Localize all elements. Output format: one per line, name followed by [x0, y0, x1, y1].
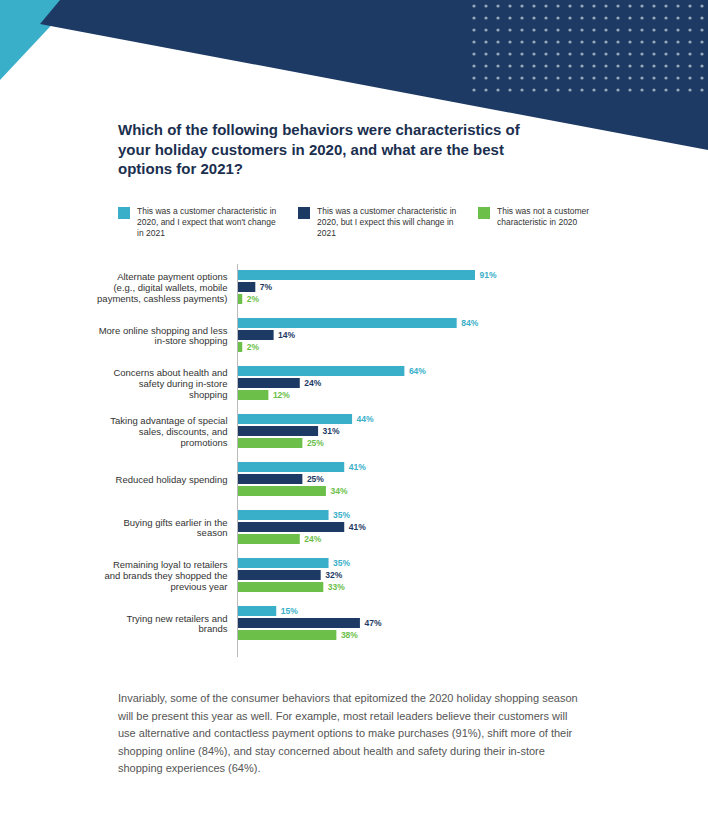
svg-text:Taking advantage of specialsal: Taking advantage of specialsales, discou…	[110, 415, 227, 448]
svg-text:41%: 41%	[349, 522, 366, 532]
svg-text:7%: 7%	[260, 282, 273, 292]
svg-text:25%: 25%	[307, 438, 324, 448]
svg-text:35%: 35%	[333, 558, 350, 568]
svg-text:Concerns about health andsafet: Concerns about health andsafety during i…	[113, 367, 227, 400]
svg-text:24%: 24%	[304, 378, 321, 388]
html-text:This was a customer characteri: This was a customer characteristic in 20…	[137, 206, 277, 239]
svg-text:Remaining loyal to retailersan: Remaining loyal to retailersand brands t…	[104, 559, 227, 592]
svg-text:Trying new retailers andbrands: Trying new retailers andbrands	[126, 613, 227, 635]
svg-text:Reduced holiday spending: Reduced holiday spending	[116, 474, 228, 485]
svg-text:24%: 24%	[304, 534, 321, 544]
svg-text:More online shopping and lessi: More online shopping and lessin-store sh…	[99, 325, 228, 347]
html-text:Invariably, some of the consum: Invariably, some of the consumer behavio…	[118, 692, 578, 775]
html-text:Which of the following behavio: Which of the following behaviors were ch…	[118, 121, 520, 177]
svg-text:15%: 15%	[281, 606, 298, 616]
svg-text:2%: 2%	[247, 342, 260, 352]
svg-text:38%: 38%	[341, 630, 358, 640]
svg-text:91%: 91%	[480, 270, 497, 280]
svg-text:2%: 2%	[247, 294, 260, 304]
svg-text:33%: 33%	[328, 582, 345, 592]
svg-text:12%: 12%	[273, 390, 290, 400]
svg-text:41%: 41%	[349, 462, 366, 472]
svg-text:64%: 64%	[409, 366, 426, 376]
svg-text:25%: 25%	[307, 474, 324, 484]
svg-text:31%: 31%	[323, 426, 340, 436]
html-text:This was not a customer charac: This was not a customer characteristic i…	[497, 206, 590, 227]
svg-text:34%: 34%	[330, 486, 347, 496]
svg-text:84%: 84%	[461, 318, 478, 328]
svg-text:14%: 14%	[278, 330, 295, 340]
svg-text:44%: 44%	[357, 414, 374, 424]
svg-text:32%: 32%	[325, 570, 342, 580]
svg-text:35%: 35%	[333, 510, 350, 520]
svg-text:Buying gifts earlier in thesea: Buying gifts earlier in theseason	[123, 517, 227, 539]
svg-text:Alternate payment options(e.g.: Alternate payment options(e.g., digital …	[97, 271, 228, 304]
html-text:This was a customer characteri: This was a customer characteristic in 20…	[317, 206, 457, 239]
svg-text:47%: 47%	[364, 618, 381, 628]
